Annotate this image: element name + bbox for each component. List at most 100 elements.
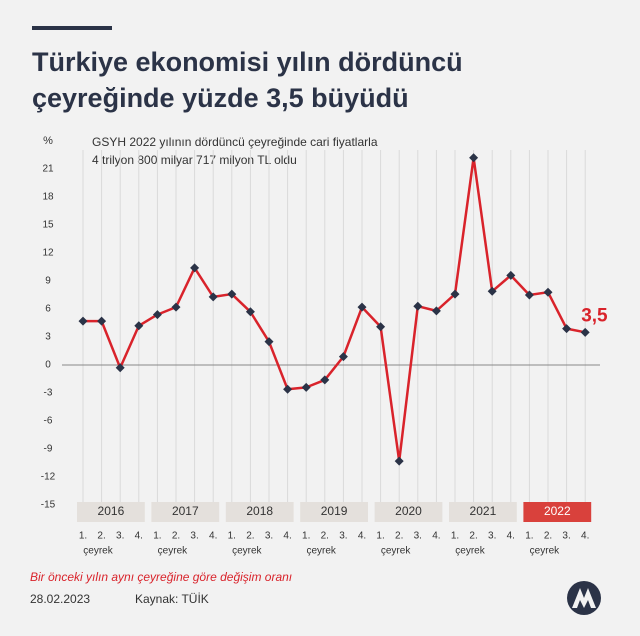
quarter-label: 2. xyxy=(395,531,403,542)
quarter-label: 1. xyxy=(525,531,533,542)
quarter-label: 4. xyxy=(209,531,217,542)
quarter-label: 4. xyxy=(135,531,143,542)
quarter-word: çeyrek xyxy=(158,546,188,557)
quarter-label: 3. xyxy=(414,531,422,542)
year-box xyxy=(77,502,145,522)
year-box xyxy=(151,502,220,522)
chart-title: çeyreğinde yüzde 3,5 büyüdü xyxy=(32,83,409,113)
y-tick-label: -15 xyxy=(41,500,56,511)
y-tick-label: 9 xyxy=(45,276,51,287)
point xyxy=(394,456,404,466)
line xyxy=(83,156,586,463)
year-box xyxy=(449,502,517,522)
year-label: 2018 xyxy=(246,504,273,518)
quarter-label: 1. xyxy=(153,531,161,542)
y-tick-label: 3 xyxy=(45,332,51,343)
quarter-label: 3. xyxy=(488,531,496,542)
point xyxy=(450,289,460,299)
point xyxy=(190,263,200,273)
value-label: 3,5 xyxy=(581,305,608,326)
quarter-label: 1. xyxy=(302,531,310,542)
logo-mark xyxy=(572,588,596,608)
point xyxy=(97,316,107,326)
point xyxy=(301,382,311,392)
quarter-label: 4. xyxy=(283,531,291,542)
year-label: 2020 xyxy=(395,504,422,518)
quarter-label: 1. xyxy=(79,531,87,542)
y-tick-label: -6 xyxy=(44,416,53,427)
point xyxy=(376,322,386,332)
y-tick-label: 18 xyxy=(42,192,54,203)
point xyxy=(506,270,516,280)
quarter-word: çeyrek xyxy=(455,546,485,557)
quarter-label: 3. xyxy=(339,531,347,542)
year-label: 2022 xyxy=(544,504,571,518)
quarter-word: çeyrek xyxy=(530,546,560,557)
point xyxy=(543,287,553,297)
logo xyxy=(567,581,601,615)
point xyxy=(264,337,274,347)
point xyxy=(580,327,590,337)
point xyxy=(487,286,497,296)
quarter-label: 2. xyxy=(469,531,477,542)
y-tick-label: 6 xyxy=(45,304,51,315)
quarter-word: çeyrek xyxy=(83,546,113,557)
y-tick-label: -9 xyxy=(44,444,53,455)
quarter-label: 2. xyxy=(246,531,254,542)
quarter-label: 4. xyxy=(432,531,440,542)
y-tick-label: 0 xyxy=(45,360,51,371)
year-label: 2016 xyxy=(98,504,125,518)
year-box xyxy=(225,502,294,522)
title-bar xyxy=(32,26,112,30)
quarter-label: 4. xyxy=(358,531,366,542)
point xyxy=(245,307,255,317)
point xyxy=(469,153,479,163)
y-tick-label: 21 xyxy=(42,164,54,175)
quarter-label: 2. xyxy=(172,531,180,542)
quarter-label: 3. xyxy=(265,531,273,542)
point xyxy=(413,301,423,311)
point xyxy=(227,289,237,299)
y-tick-label: -12 xyxy=(41,472,56,483)
point xyxy=(431,306,441,316)
quarter-label: 3. xyxy=(190,531,198,542)
point xyxy=(134,321,144,331)
point xyxy=(115,363,125,373)
quarter-label: 4. xyxy=(507,531,515,542)
year-box xyxy=(300,502,368,522)
quarter-label: 2. xyxy=(97,531,105,542)
quarter-label: 4. xyxy=(581,531,589,542)
quarter-label: 1. xyxy=(228,531,236,542)
point xyxy=(78,316,88,326)
year-label: 2017 xyxy=(172,504,199,518)
point xyxy=(152,310,162,320)
y-tick-label: -3 xyxy=(44,388,53,399)
year-box xyxy=(523,502,592,522)
y-tick-label: 15 xyxy=(42,220,54,231)
point xyxy=(208,292,218,302)
point xyxy=(524,290,534,300)
point xyxy=(357,302,367,312)
point xyxy=(171,302,181,312)
annotation: GSYH 2022 yılının dördüncü çeyreğinde ca… xyxy=(92,135,378,149)
point xyxy=(338,352,348,362)
date: 28.02.2023 xyxy=(30,592,90,606)
point xyxy=(320,375,330,385)
quarter-label: 2. xyxy=(321,531,329,542)
quarter-word: çeyrek xyxy=(232,546,262,557)
legend-entry: Bir önceki yılın aynı çeyreğine göre değ… xyxy=(30,570,292,584)
point xyxy=(283,384,293,394)
quarter-label: 1. xyxy=(376,531,384,542)
point xyxy=(562,324,572,334)
quarter-word: çeyrek xyxy=(306,546,336,557)
quarter-label: 1. xyxy=(451,531,459,542)
year-label: 2021 xyxy=(470,504,497,518)
y-axis-label: % xyxy=(43,135,53,147)
year-box xyxy=(374,502,443,522)
source: Kaynak: TÜİK xyxy=(135,592,209,606)
year-label: 2019 xyxy=(321,504,348,518)
quarter-label: 3. xyxy=(562,531,570,542)
quarter-label: 3. xyxy=(116,531,124,542)
